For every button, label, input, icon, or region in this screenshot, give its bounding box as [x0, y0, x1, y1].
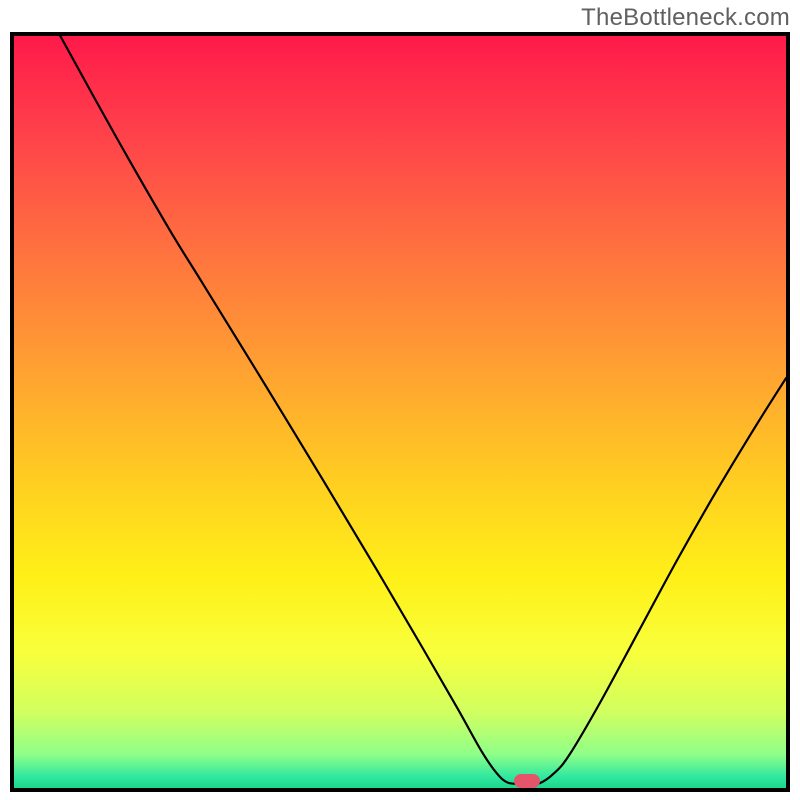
optimal-marker — [514, 774, 540, 788]
plot-area — [10, 32, 790, 792]
chart-container: TheBottleneck.com — [0, 0, 800, 800]
curve-layer — [14, 36, 786, 788]
watermark-text: TheBottleneck.com — [581, 4, 790, 32]
bottleneck-curve — [60, 36, 786, 784]
